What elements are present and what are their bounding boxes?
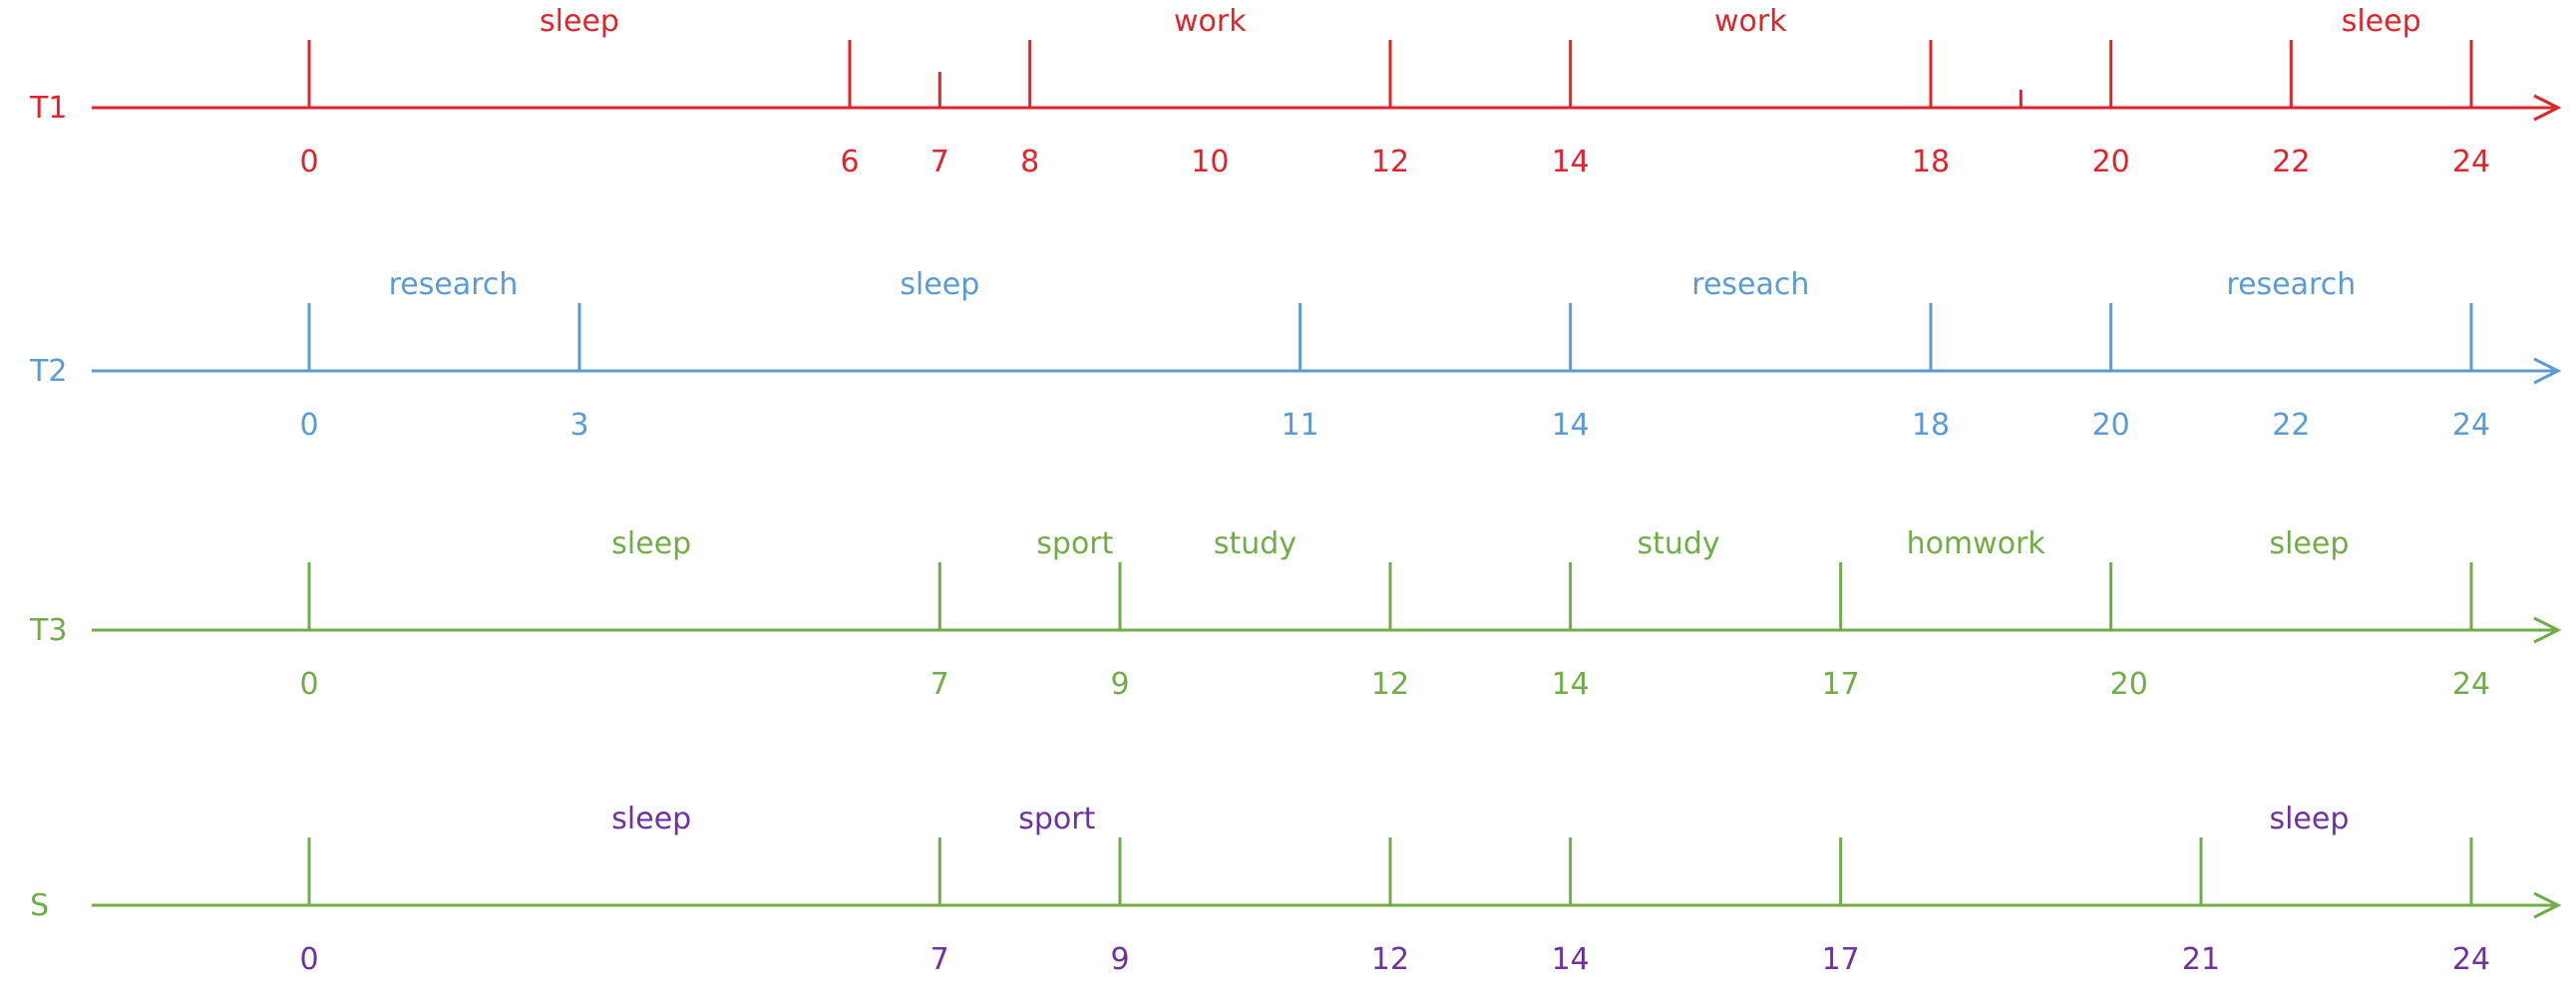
activity-label: research xyxy=(389,267,519,302)
hour-number: 14 xyxy=(1552,408,1590,443)
hour-number: 24 xyxy=(2452,667,2490,702)
activity-label: research xyxy=(2226,267,2356,302)
hour-number: 6 xyxy=(840,145,859,179)
timeline-label: S xyxy=(30,888,49,923)
hour-number: 0 xyxy=(299,145,318,179)
timeline-label: T2 xyxy=(29,354,67,389)
hour-number: 8 xyxy=(1020,145,1039,179)
hour-number: 7 xyxy=(930,145,949,179)
hour-number: 24 xyxy=(2452,145,2490,179)
hour-number: 0 xyxy=(299,942,318,977)
hour-number: 7 xyxy=(930,942,949,977)
hour-number: 22 xyxy=(2272,145,2310,179)
arrow-head-icon xyxy=(2533,357,2562,385)
hour-number: 9 xyxy=(1110,942,1129,977)
hour-number: 20 xyxy=(2110,667,2148,702)
hour-number: 22 xyxy=(2272,408,2310,443)
hour-number: 12 xyxy=(1371,942,1409,977)
hour-number: 14 xyxy=(1552,667,1590,702)
timeline-s: S 0 7 9 12 14 17 21 24 sleep sport sleep xyxy=(30,802,2562,977)
activity-label: sport xyxy=(1036,526,1113,561)
activity-label: sleep xyxy=(2269,802,2349,836)
hour-number: 3 xyxy=(569,408,588,443)
activity-label: work xyxy=(1714,4,1787,39)
activity-label: sleep xyxy=(2342,4,2421,39)
hour-number: 14 xyxy=(1552,145,1590,179)
activity-label: sleep xyxy=(2269,526,2349,561)
activity-label: sleep xyxy=(611,526,691,561)
timeline-t1: T1 0 6 7 8 10 12 14 18 20 22 24 sleep work work sleep xyxy=(29,4,2562,179)
hour-number: 7 xyxy=(930,667,949,702)
hour-number: 21 xyxy=(2182,942,2220,977)
timeline-label: T3 xyxy=(29,613,67,648)
hour-number: 17 xyxy=(1822,942,1860,977)
timeline-label: T1 xyxy=(29,91,67,126)
hour-number: 14 xyxy=(1552,942,1590,977)
activity-label: reseach xyxy=(1691,267,1809,302)
activity-label: homwork xyxy=(1907,526,2046,561)
hour-number: 24 xyxy=(2452,942,2490,977)
hour-number: 24 xyxy=(2452,408,2490,443)
hour-number: 9 xyxy=(1110,667,1129,702)
activity-label: study xyxy=(1637,526,1719,561)
hour-number: 0 xyxy=(299,667,318,702)
arrow-head-icon xyxy=(2533,94,2562,122)
hour-number: 12 xyxy=(1371,667,1409,702)
timeline-t2: T2 0 3 11 14 18 20 22 24 research sleep reseach rese… xyxy=(29,267,2562,443)
hour-number: 12 xyxy=(1371,145,1409,179)
hour-number: 11 xyxy=(1282,408,1319,443)
timeline-t3: T3 0 7 9 12 14 17 20 24 sleep sport study study homwo… xyxy=(29,526,2562,702)
hour-number: 20 xyxy=(2092,408,2130,443)
hour-number: 0 xyxy=(299,408,318,443)
arrow-head-icon xyxy=(2533,616,2562,644)
arrow-head-icon xyxy=(2533,891,2562,919)
hour-number: 18 xyxy=(1912,145,1950,179)
hour-number: 17 xyxy=(1822,667,1860,702)
hour-number: 10 xyxy=(1191,145,1229,179)
activity-label: sleep xyxy=(900,267,979,302)
activity-label: study xyxy=(1214,526,1296,561)
activity-label: sleep xyxy=(540,4,619,39)
activity-label: sleep xyxy=(611,802,691,836)
hour-number: 20 xyxy=(2092,145,2130,179)
activity-label: work xyxy=(1174,4,1247,39)
hour-number: 18 xyxy=(1912,408,1950,443)
activity-label: sport xyxy=(1018,802,1095,836)
